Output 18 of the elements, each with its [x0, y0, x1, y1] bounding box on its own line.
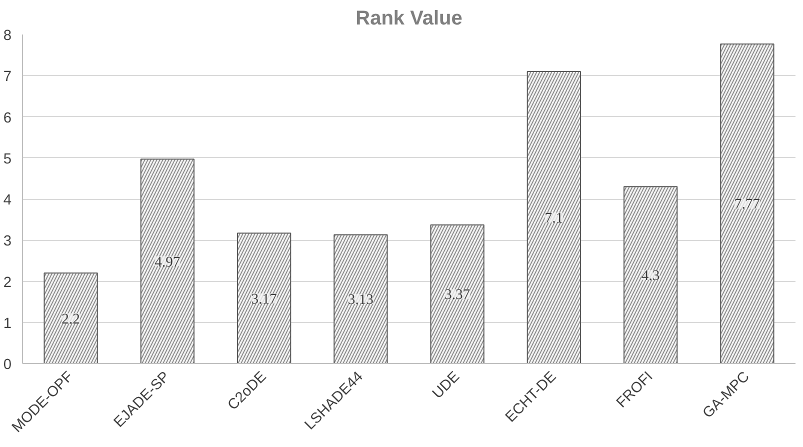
y-tick-label: 3	[3, 234, 12, 250]
data-label: 3.13	[348, 292, 374, 308]
y-tick-label: 2	[3, 274, 12, 291]
data-label: 7.1	[544, 210, 564, 227]
data-label: 4.3	[641, 268, 660, 284]
y-tick-label: 4	[3, 192, 12, 208]
y-tick-label: 8	[3, 28, 12, 44]
y-tick-label: 0	[3, 357, 12, 373]
y-tick-label: 5	[3, 151, 12, 168]
y-tick-label: 1	[3, 316, 12, 332]
chart-title: Rank Value	[356, 8, 462, 30]
data-label: 7.77	[734, 196, 760, 213]
data-label: 2.2	[62, 311, 80, 328]
data-label: 3.17	[251, 291, 277, 308]
y-tick-label: 7	[3, 69, 12, 86]
y-tick-label: 6	[3, 110, 12, 126]
data-label: 4.97	[154, 254, 180, 270]
data-label: 3.37	[444, 287, 470, 304]
